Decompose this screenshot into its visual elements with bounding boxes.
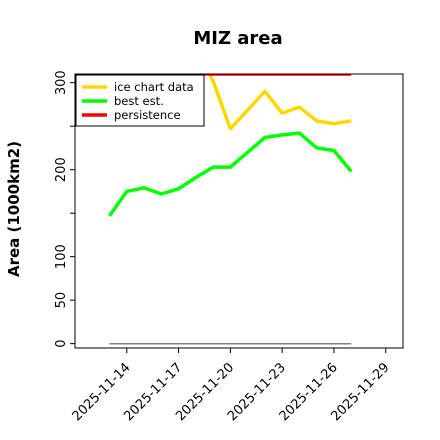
y-tick-label: 0	[54, 340, 69, 348]
y-axis-label: Area (1000km2)	[5, 141, 23, 277]
legend-box	[75, 74, 205, 127]
y-tick-label: 50	[54, 292, 69, 309]
legend-label: ice chart data	[114, 80, 194, 94]
legend-label: best est.	[114, 94, 164, 108]
series-line-best-est-	[108, 131, 353, 217]
legend-label: persistence	[114, 108, 181, 122]
series-layer	[108, 74, 353, 345]
y-axis: 0 50 100 200 300	[54, 70, 75, 348]
series-line-ice-chart-data	[207, 74, 352, 131]
plot-frame	[74, 73, 404, 349]
chart-title: MIZ area	[193, 28, 282, 49]
y-tick-label: 200	[54, 157, 69, 182]
y-tick-label: 100	[54, 244, 69, 269]
y-tick-label: 300	[54, 70, 69, 95]
x-axis: 2025-11-142025-11-172025-11-202025-11-23…	[70, 348, 393, 424]
